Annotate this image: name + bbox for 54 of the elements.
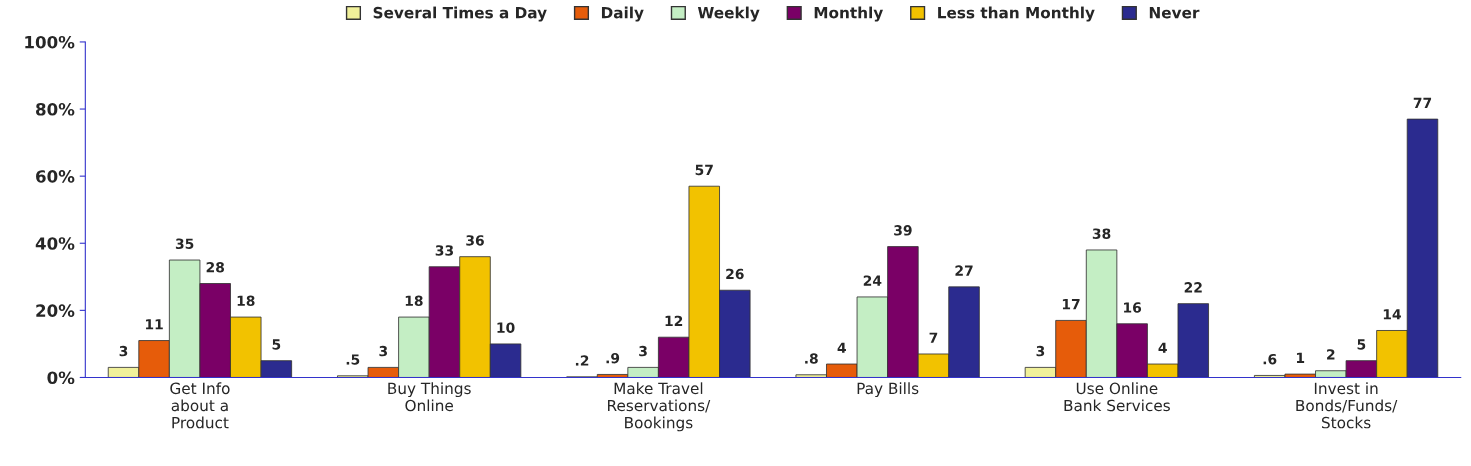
data-label: 24 — [863, 275, 882, 286]
data-label: 3 — [379, 345, 388, 357]
data-label: 36 — [466, 235, 484, 246]
data-label: 14 — [1383, 309, 1401, 320]
x-tick-label: Pay Bills — [857, 382, 919, 398]
legend-label: Never — [1149, 7, 1200, 19]
data-label: 17 — [1062, 299, 1080, 310]
data-label: 5 — [1357, 339, 1366, 350]
legend-label: Weekly — [697, 6, 760, 22]
y-tick-label: 80% — [36, 103, 75, 116]
data-label: .2 — [575, 355, 589, 366]
data-label: 27 — [955, 265, 973, 276]
data-label: 18 — [237, 295, 255, 307]
y-tick-label: 0% — [47, 371, 75, 385]
data-label: 7 — [929, 332, 938, 343]
data-label: 5 — [272, 339, 281, 350]
x-tick-label: Invest in Bonds/Funds/ Stocks — [1296, 382, 1398, 429]
data-label: 3 — [119, 345, 128, 357]
data-label: 2 — [1327, 349, 1335, 360]
data-label: 12 — [665, 315, 683, 326]
legend-label: Monthly — [814, 6, 883, 22]
data-label: 4 — [1158, 342, 1167, 353]
x-tick-label: Buy Things Online — [388, 382, 471, 412]
data-label: 11 — [145, 319, 163, 330]
x-tick-label: Get Info about a Product — [170, 382, 230, 429]
legend-label: Several Times a Day — [373, 6, 547, 22]
y-tick-label: 40% — [35, 237, 75, 250]
data-label: .9 — [606, 352, 620, 364]
data-label: 26 — [726, 268, 744, 280]
data-label: 18 — [405, 295, 423, 307]
legend-label: Daily — [601, 6, 644, 22]
legend-label: Less than Monthly — [938, 6, 1095, 22]
y-tick-label: 60% — [36, 170, 75, 183]
data-label: 57 — [695, 164, 713, 176]
data-label: 77 — [1413, 97, 1432, 108]
data-label: 38 — [1092, 228, 1111, 239]
data-label: 10 — [497, 322, 515, 333]
x-tick-label: Make Travel Reservations/ Bookings — [608, 382, 711, 432]
data-label: 3 — [1036, 345, 1045, 357]
data-label: 16 — [1124, 302, 1142, 313]
data-label: 3 — [639, 345, 647, 357]
data-label: 22 — [1184, 282, 1202, 293]
data-label: .5 — [346, 354, 360, 365]
data-label: 1 — [1296, 352, 1305, 363]
data-label: 35 — [175, 238, 194, 249]
data-label: .8 — [805, 353, 818, 364]
data-label: .6 — [1263, 353, 1277, 365]
y-tick-label: 20% — [36, 304, 75, 317]
y-tick-label: 100% — [25, 35, 75, 49]
data-label: 4 — [837, 342, 846, 353]
x-tick-label: Use Online Bank Services — [1064, 382, 1170, 412]
data-label: 28 — [206, 261, 225, 273]
data-label: 33 — [435, 245, 454, 256]
data-label: 39 — [894, 225, 912, 236]
